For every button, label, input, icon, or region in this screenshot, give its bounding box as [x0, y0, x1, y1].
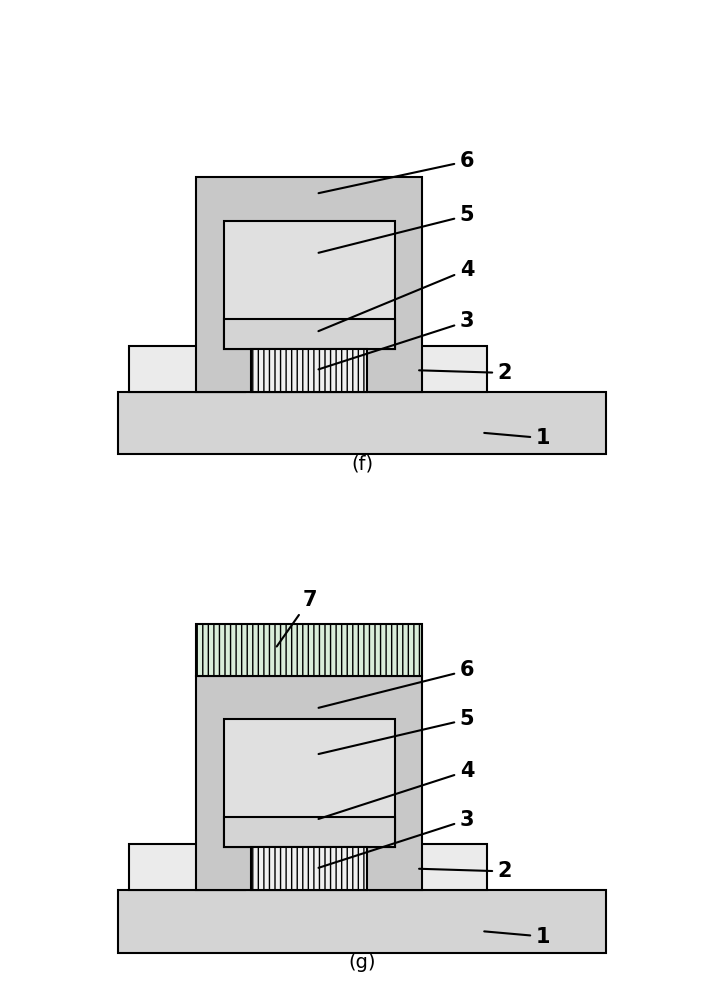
- Text: 1: 1: [484, 428, 550, 448]
- Text: 5: 5: [319, 205, 474, 253]
- Bar: [251, 847, 367, 890]
- Text: (f): (f): [351, 454, 373, 473]
- Bar: [196, 624, 421, 676]
- Text: 5: 5: [319, 709, 474, 754]
- Text: 2: 2: [419, 861, 513, 881]
- Bar: [224, 319, 395, 349]
- Text: 1: 1: [484, 927, 550, 947]
- Text: 3: 3: [319, 311, 474, 369]
- Text: 3: 3: [319, 810, 474, 868]
- Bar: [370, 346, 487, 392]
- Text: 4: 4: [319, 761, 474, 819]
- Bar: [251, 349, 367, 392]
- Bar: [224, 817, 395, 847]
- Text: 4: 4: [319, 260, 474, 331]
- Text: 6: 6: [319, 660, 474, 708]
- Bar: [118, 890, 606, 953]
- Bar: [129, 844, 245, 890]
- Text: 2: 2: [419, 363, 513, 383]
- Bar: [196, 177, 421, 392]
- Bar: [118, 392, 606, 454]
- Text: 6: 6: [319, 151, 474, 193]
- Bar: [224, 719, 395, 847]
- Bar: [370, 844, 487, 890]
- Text: 7: 7: [277, 590, 317, 647]
- Bar: [196, 676, 421, 890]
- Text: (g): (g): [348, 953, 376, 972]
- Bar: [129, 346, 245, 392]
- Bar: [224, 221, 395, 349]
